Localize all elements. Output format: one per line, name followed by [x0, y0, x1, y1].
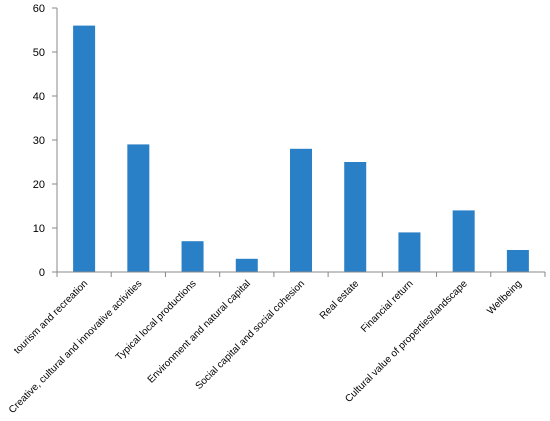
x-tick-label: Real estate — [318, 278, 362, 322]
bars — [73, 25, 529, 272]
x-tick-label: Cultural value of properties/landscape — [343, 278, 470, 405]
bar — [181, 241, 204, 272]
y-tick-label: 50 — [33, 47, 45, 59]
x-tick-label: Financial return — [359, 278, 416, 335]
bar — [290, 148, 312, 272]
y-axis: 0 10 20 30 40 50 60 — [33, 3, 58, 279]
bar — [127, 144, 150, 272]
bar — [506, 250, 529, 272]
y-tick-label: 60 — [33, 3, 45, 15]
y-tick-label: 0 — [39, 267, 45, 279]
bar — [452, 210, 475, 272]
y-tick-label: 40 — [33, 91, 45, 103]
y-tick-label: 10 — [33, 223, 45, 235]
x-tick-label: Social capital and social cohesion — [194, 278, 308, 392]
bar — [235, 258, 258, 272]
y-tick-label: 20 — [33, 179, 45, 191]
bar — [344, 162, 367, 272]
x-tick-label: Wellbeing — [485, 278, 524, 317]
x-tick-label: Environment and natural capital — [146, 278, 253, 385]
bar — [398, 232, 421, 272]
bar — [73, 25, 96, 272]
y-tick-label: 30 — [33, 135, 45, 147]
